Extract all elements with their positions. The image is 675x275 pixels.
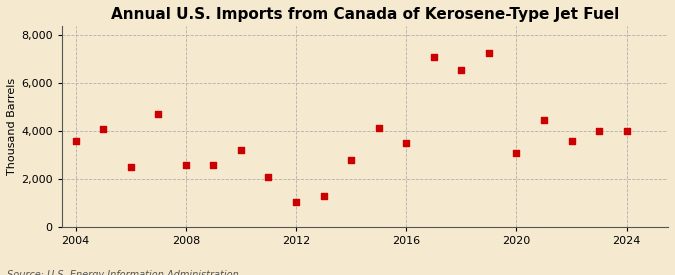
- Point: [511, 151, 522, 155]
- Point: [236, 148, 246, 153]
- Point: [318, 194, 329, 198]
- Point: [70, 139, 81, 143]
- Point: [98, 127, 109, 131]
- Point: [263, 175, 274, 179]
- Point: [566, 139, 577, 143]
- Point: [208, 163, 219, 167]
- Point: [594, 129, 605, 133]
- Point: [153, 112, 163, 117]
- Point: [373, 125, 384, 130]
- Point: [401, 141, 412, 145]
- Point: [346, 158, 356, 162]
- Point: [291, 200, 302, 204]
- Text: Source: U.S. Energy Information Administration: Source: U.S. Energy Information Administ…: [7, 271, 238, 275]
- Y-axis label: Thousand Barrels: Thousand Barrels: [7, 78, 17, 175]
- Point: [539, 118, 549, 123]
- Title: Annual U.S. Imports from Canada of Kerosene-Type Jet Fuel: Annual U.S. Imports from Canada of Keros…: [111, 7, 619, 22]
- Point: [456, 68, 467, 72]
- Point: [621, 129, 632, 133]
- Point: [483, 51, 494, 56]
- Point: [180, 163, 191, 167]
- Point: [429, 55, 439, 59]
- Point: [126, 165, 136, 169]
